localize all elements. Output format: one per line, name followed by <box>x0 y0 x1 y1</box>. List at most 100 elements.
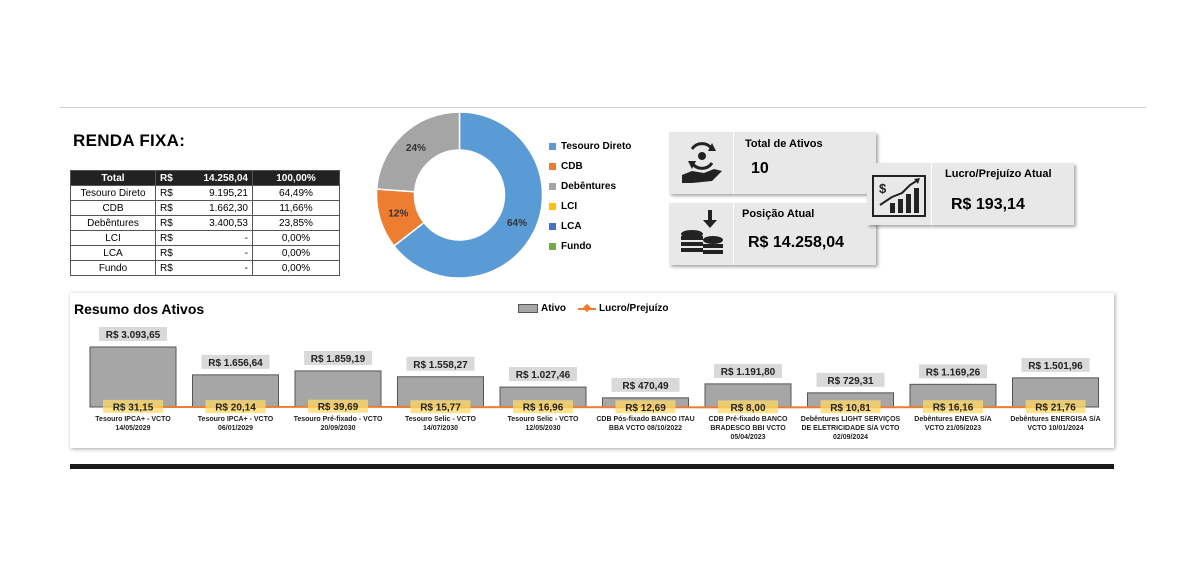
ativo-data-label: R$ 1.501,96 <box>1028 361 1083 372</box>
table-row: Debêntures R$ 3.400,53 23,85% <box>70 215 340 231</box>
lucro-data-label: R$ 16,96 <box>523 403 564 414</box>
bottom-divider <box>70 464 1114 469</box>
lucro-data-label: R$ 31,15 <box>113 402 154 413</box>
category-label: 14/05/2029 <box>115 425 150 432</box>
lucro-prejuizo-label: Lucro/Prejuízo Atual <box>945 168 1052 180</box>
ativo-bar <box>89 346 177 408</box>
row-name: Fundo <box>70 260 156 276</box>
legend-item: LCA <box>549 216 631 236</box>
category-label: DE ELETRICIDADE S/A VCTO <box>801 425 900 432</box>
lucro-data-label: R$ 12,69 <box>625 403 666 414</box>
row-currency: R$ <box>155 260 184 276</box>
ativo-label-bg <box>714 363 782 378</box>
svg-text:$: $ <box>879 181 887 196</box>
renda-fixa-title: RENDA FIXA: <box>73 131 186 150</box>
legend-label: CDB <box>561 160 583 172</box>
table-header-row: Total R$ 14.258,04 100,00% <box>70 170 340 186</box>
row-value: 9.195,21 <box>184 185 253 201</box>
lucro-data-label: R$ 15,77 <box>420 403 461 414</box>
legend-swatch <box>549 142 556 150</box>
resumo-ativos-bar-chart: R$ 3.093,65 R$ 1.656,64 R$ 1.859,19 R$ 1.55… <box>89 327 1101 441</box>
category-label: CDB Pós-fixado BANCO ITAU <box>596 416 694 423</box>
posicao-atual-card: Posição Atual R$ 14.258,04 <box>669 203 876 265</box>
ativo-label-bg <box>201 354 270 369</box>
donut-data-label: 12% <box>388 209 408 220</box>
lucro-label-bg <box>308 399 368 413</box>
ativo-data-label: R$ 729,31 <box>827 376 874 387</box>
row-pct: 64,49% <box>252 185 340 201</box>
lucro-line <box>132 405 1056 409</box>
total-ativos-card: Total de Ativos 10 <box>669 132 876 194</box>
category-label: BRADESCO BBI VCTO <box>710 425 786 432</box>
legend-label: Fundo <box>561 240 592 252</box>
lucro-data-label: R$ 21,76 <box>1035 403 1076 414</box>
table-row: LCA R$ - 0,00% <box>70 245 340 261</box>
category-label: CDB Pré-fixado BANCO <box>709 416 789 423</box>
legend-item: Tesouro Direto <box>549 136 631 156</box>
category-label: BBA VCTO 08/10/2022 <box>609 425 682 432</box>
legend-swatch <box>549 222 556 230</box>
donut-slice <box>392 111 544 279</box>
category-label: Tesouro IPCA+ - VCTO <box>95 416 171 423</box>
row-name: Tesouro Direto <box>70 185 156 201</box>
table-row: Tesouro Direto R$ 9.195,21 64,49% <box>70 185 340 201</box>
row-name: LCI <box>70 230 156 246</box>
allocation-donut-chart: 64% 12% 24% <box>375 111 544 279</box>
lucro-data-label: R$ 20,14 <box>215 403 256 414</box>
lucro-data-label: R$ 39,69 <box>318 402 359 413</box>
legend-label: LCI <box>561 200 578 212</box>
lucro-label-bg <box>718 400 778 414</box>
category-label: VCTO 10/01/2024 <box>1027 425 1083 432</box>
category-label: Debêntures LIGHT SERVIÇOS <box>801 416 901 423</box>
row-currency: R$ <box>155 215 184 231</box>
lucro-data-label: R$ 16,16 <box>933 403 974 414</box>
row-pct: 0,00% <box>252 260 340 276</box>
ativo-label-bg <box>406 356 475 371</box>
row-name: LCA <box>70 245 156 261</box>
row-currency: R$ <box>155 245 184 261</box>
ativo-data-label: R$ 3.093,65 <box>106 330 161 341</box>
ativo-label-bg <box>1021 357 1090 372</box>
legend-swatch <box>549 162 556 170</box>
ativo-label-bg <box>509 367 577 382</box>
legend-line-lucro <box>578 307 596 310</box>
lucro-label-bg <box>1025 400 1086 414</box>
resumo-ativos-panel: Resumo dos Ativos Ativo Lucro/Prejuízo R… <box>70 293 1114 448</box>
legend-swatch <box>549 242 556 250</box>
lucro-label-bg <box>205 400 266 414</box>
category-label: 06/01/2029 <box>218 425 253 432</box>
lucro-data-label: R$ 10,81 <box>830 403 871 414</box>
legend-item: Fundo <box>549 236 631 256</box>
row-name: CDB <box>70 200 156 216</box>
total-ativos-label: Total de Ativos <box>745 138 823 150</box>
row-name: Debêntures <box>70 215 156 231</box>
row-pct: 11,66% <box>252 200 340 216</box>
category-label: 20/09/2030 <box>320 425 355 432</box>
category-label: 05/04/2023 <box>730 434 765 441</box>
row-value: 1.662,30 <box>184 200 253 216</box>
row-pct: 23,85% <box>252 215 340 231</box>
lucro-data-label: R$ 8,00 <box>730 403 765 414</box>
donut-data-label: 64% <box>507 218 527 229</box>
growth-chart-icon: $ <box>872 175 926 217</box>
money-cycle-icon <box>682 142 722 183</box>
legend-label-ativo: Ativo <box>541 303 566 314</box>
lucro-label-bg <box>923 400 983 414</box>
ativo-data-label: R$ 1.558,27 <box>413 360 468 371</box>
row-value: - <box>184 260 253 276</box>
ativo-data-label: R$ 1.656,64 <box>208 358 263 369</box>
ativo-label-bg <box>919 364 987 379</box>
table-row: CDB R$ 1.662,30 11,66% <box>70 200 340 216</box>
header-label: Total <box>70 170 156 186</box>
donut-legend: Tesouro Direto CDB Debêntures LCI LCA Fu… <box>549 136 631 256</box>
legend-swatch-ativo <box>518 304 538 313</box>
row-pct: 0,00% <box>252 245 340 261</box>
legend-label: LCA <box>561 220 582 232</box>
total-ativos-value: 10 <box>751 160 769 177</box>
legend-swatch <box>549 202 556 210</box>
donut-data-label: 24% <box>406 143 426 154</box>
lucro-label-bg <box>103 399 163 413</box>
table-row: Fundo R$ - 0,00% <box>70 260 340 276</box>
ativo-data-label: R$ 1.027,46 <box>516 370 571 381</box>
ativo-label-bg <box>816 372 885 387</box>
